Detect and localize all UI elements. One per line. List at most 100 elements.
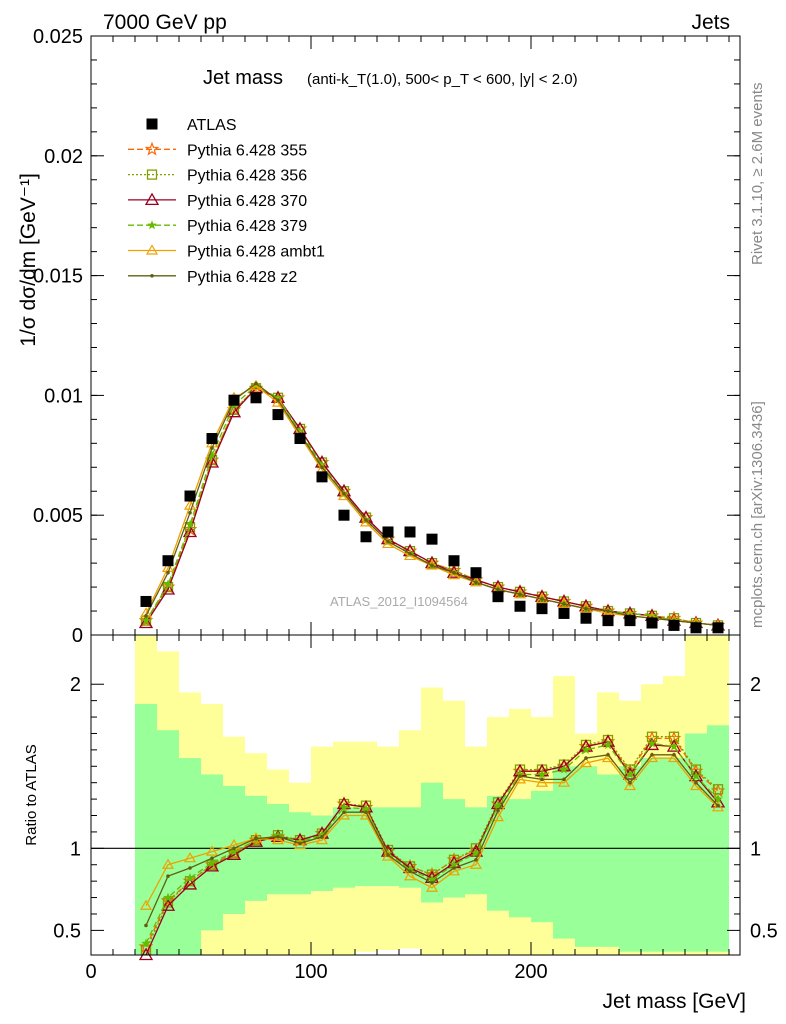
ratio-series-marker <box>361 803 371 813</box>
ratio-series-marker <box>425 881 439 892</box>
ratio-series-marker <box>207 858 217 868</box>
main-series-marker <box>578 598 594 612</box>
atlas-data-point <box>536 603 548 615</box>
main-series-4 <box>141 380 723 630</box>
main-series-marker <box>337 489 351 501</box>
ratio-series-marker <box>293 838 307 850</box>
atlas-data-point <box>316 471 328 483</box>
ratio-series-marker <box>474 858 478 862</box>
ratio-band-inner <box>553 766 575 939</box>
ratio-series-marker <box>210 856 214 860</box>
main-series-line <box>145 387 719 627</box>
legend-entry-label: Pythia 6.428 379 <box>187 218 307 235</box>
atlas-data-point <box>228 394 240 406</box>
ratio-series-marker <box>188 866 192 870</box>
main-ytick-label: 0.025 <box>33 26 83 48</box>
legend-entry-label: Pythia 6.428 ambt1 <box>187 244 325 261</box>
legend-entry-label: Pythia 6.428 356 <box>187 168 307 185</box>
main-series-marker <box>408 551 412 556</box>
main-series-marker <box>271 396 285 407</box>
atlas-data-points <box>140 392 724 634</box>
ratio-series-marker <box>144 923 148 928</box>
main-series-marker <box>606 609 610 613</box>
ratio-ytick-label-right: 0.5 <box>750 920 778 942</box>
legend-marker <box>144 192 160 206</box>
ratio-band-inner <box>597 774 619 947</box>
main-series-marker <box>141 615 151 625</box>
main-series-marker <box>540 597 544 601</box>
atlas-data-point <box>690 622 702 634</box>
ratio-series-marker <box>383 848 393 858</box>
ratio-series-marker <box>518 774 522 778</box>
atlas-data-point <box>162 555 174 567</box>
atlas-data-point <box>470 567 482 579</box>
atlas-data-point <box>448 555 460 567</box>
ratio-band-inner <box>267 804 289 895</box>
atlas-data-point <box>272 409 284 421</box>
legend-entry-label: Pythia 6.428 355 <box>187 142 307 159</box>
atlas-data-point <box>382 526 394 538</box>
ratio-series-marker <box>493 800 503 810</box>
ratio-series-marker <box>160 898 176 911</box>
ratio-series-marker <box>628 780 632 785</box>
ratio-series-marker <box>606 752 610 757</box>
legend-marker <box>145 244 159 255</box>
main-series-marker <box>647 610 657 620</box>
ratio-band-inner <box>663 758 685 952</box>
main-series-marker <box>188 511 192 515</box>
ratio-ytick-label: 0.5 <box>53 920 81 942</box>
ratio-series-marker <box>298 841 302 846</box>
ratio-series-marker <box>694 780 698 785</box>
main-series-line <box>145 385 719 627</box>
main-ytick-label: 0 <box>72 625 83 647</box>
legend-marker <box>147 220 157 230</box>
ratio-band-inner <box>201 774 223 931</box>
x-tick-label: 0 <box>85 961 96 983</box>
ratio-band-inner <box>157 730 179 955</box>
main-ytick-label: 0.02 <box>44 146 83 168</box>
ratio-series-marker <box>364 810 368 815</box>
atlas-data-point <box>338 509 350 521</box>
ratio-series-marker <box>232 846 236 851</box>
ratio-series-marker <box>276 835 280 839</box>
ratio-series-marker <box>342 810 346 815</box>
ratio-series-marker <box>295 836 305 846</box>
ratio-series-marker <box>579 756 593 768</box>
main-series-marker <box>166 570 170 575</box>
main-series-marker <box>138 615 154 629</box>
atlas-data-point <box>624 615 636 627</box>
main-series-marker <box>625 608 635 618</box>
main-ytick-label: 0.005 <box>33 505 83 527</box>
ratio-series-marker <box>271 833 285 845</box>
legend-entry-label: ATLAS <box>187 117 237 134</box>
ratio-series-marker <box>359 809 373 820</box>
ratio-band-inner <box>289 812 311 895</box>
ratio-series-marker <box>468 844 484 857</box>
ratio-series-marker <box>540 777 544 782</box>
main-series-marker <box>386 539 390 544</box>
ratio-series-marker <box>183 851 197 863</box>
ratio-ytick-label: 2 <box>70 674 81 696</box>
main-ytick-label: 0.01 <box>44 385 83 407</box>
ratio-series-marker <box>315 833 329 845</box>
plot-title-main: Jet mass <box>203 67 283 89</box>
main-series-marker <box>207 450 217 460</box>
ratio-frame <box>90 634 741 956</box>
atlas-data-point <box>426 533 438 545</box>
ratio-series-marker <box>430 880 434 885</box>
ratio-series-marker <box>711 801 725 812</box>
main-series-marker <box>144 614 148 618</box>
main-series-marker <box>342 491 346 496</box>
ratio-series-marker <box>205 845 219 856</box>
ratio-series-marker <box>386 853 390 857</box>
ratio-series-5 <box>139 751 725 910</box>
x-tick-label: 100 <box>294 961 327 983</box>
main-series-marker <box>584 606 588 611</box>
ratio-series-marker <box>141 938 151 948</box>
ratio-series-marker <box>559 764 569 774</box>
ratio-band-inner <box>135 703 157 955</box>
atlas-data-point <box>668 619 680 631</box>
legend-marker <box>144 141 160 156</box>
main-series-marker <box>185 519 195 529</box>
legend-marker <box>150 274 154 278</box>
